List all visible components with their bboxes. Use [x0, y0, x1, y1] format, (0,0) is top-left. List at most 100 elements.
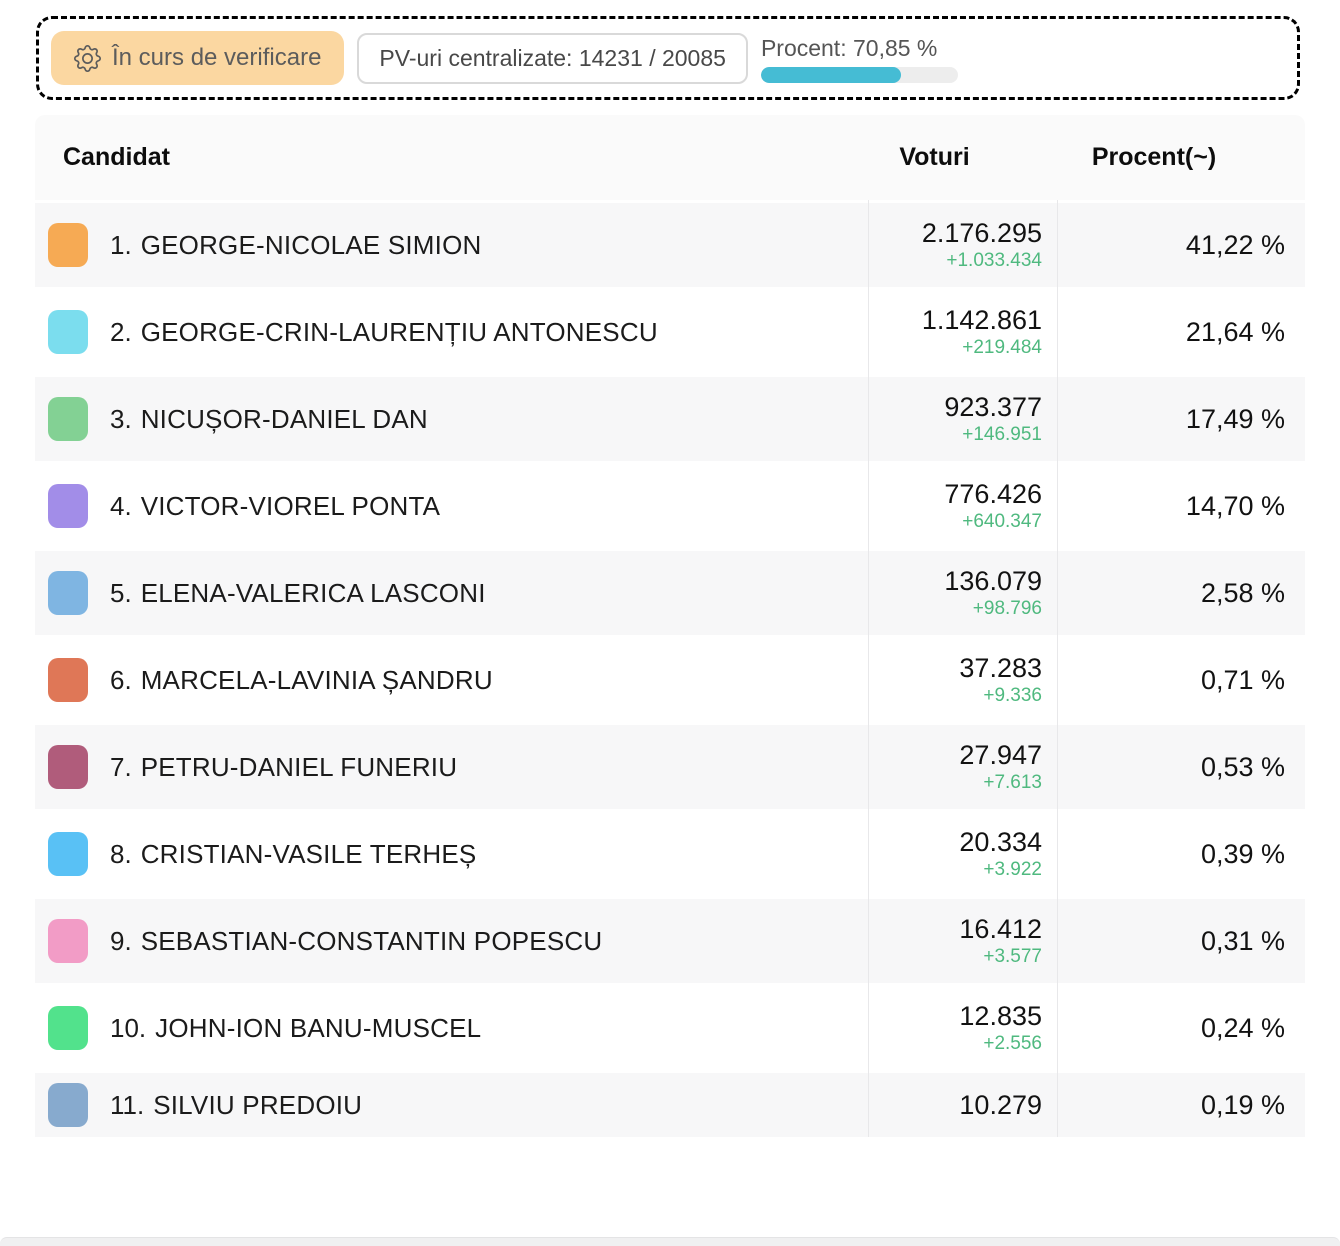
- candidate-name: MARCELA-LAVINIA ȘANDRU: [140, 664, 493, 695]
- votes-value: 27.947: [959, 740, 1042, 770]
- candidate-color-swatch: [48, 745, 88, 789]
- candidate-rank: 2.: [110, 316, 132, 347]
- candidate-rank: 11.: [110, 1089, 145, 1120]
- candidate-row: 7. PETRU-DANIEL FUNERIU 27.947 +7.613 0,…: [35, 722, 1305, 809]
- candidate-row: 6. MARCELA-LAVINIA ȘANDRU 37.283 +9.336 …: [35, 635, 1305, 722]
- candidate-rank: 7.: [110, 751, 132, 782]
- candidate-cell: 7. PETRU-DANIEL FUNERIU: [35, 745, 868, 789]
- votes-cell: 27.947 +7.613: [868, 740, 1057, 794]
- column-header-votes: Voturi: [899, 143, 970, 171]
- candidate-row: 11. SILVIU PREDOIU 10.279 0,19 %: [35, 1070, 1305, 1137]
- votes-value: 776.426: [944, 479, 1042, 509]
- votes-delta: +640.347: [962, 511, 1042, 532]
- votes-delta: +98.796: [972, 598, 1042, 619]
- candidate-cell: 9. SEBASTIAN-CONSTANTIN POPESCU: [35, 919, 868, 963]
- candidate-cell: 3. NICUȘOR-DANIEL DAN: [35, 397, 868, 441]
- candidate-name: JOHN-ION BANU-MUSCEL: [155, 1012, 482, 1043]
- candidate-rank: 6.: [110, 664, 132, 695]
- votes-value: 1.142.861: [921, 305, 1042, 335]
- candidate-rank: 1.: [110, 229, 132, 260]
- percent-value: 0,24 %: [1200, 1012, 1285, 1043]
- centralization-progress: Procent: 70,85 %: [760, 34, 958, 83]
- votes-delta: +3.577: [983, 946, 1042, 967]
- votes-cell: 10.279: [868, 1090, 1057, 1121]
- votes-cell: 923.377 +146.951: [868, 392, 1057, 446]
- percent-value: 0,31 %: [1200, 925, 1285, 956]
- votes-delta: +9.336: [983, 685, 1042, 706]
- candidate-name: GEORGE-NICOLAE SIMION: [140, 229, 482, 260]
- candidate-row: 3. NICUȘOR-DANIEL DAN 923.377 +146.951 1…: [35, 374, 1305, 461]
- candidate-cell: 11. SILVIU PREDOIU: [35, 1083, 868, 1127]
- candidate-rank: 8.: [110, 838, 132, 869]
- bottom-section-edge: [0, 1237, 1340, 1246]
- candidate-row: 5. ELENA-VALERICA LASCONI 136.079 +98.79…: [35, 548, 1305, 635]
- candidate-name: NICUȘOR-DANIEL DAN: [140, 403, 428, 434]
- votes-cell: 2.176.295 +1.033.434: [868, 218, 1057, 272]
- gear-icon: [74, 44, 101, 72]
- candidate-name: PETRU-DANIEL FUNERIU: [140, 751, 458, 782]
- candidate-color-swatch: [48, 832, 88, 876]
- percent-value: 0,19 %: [1200, 1089, 1285, 1120]
- candidate-color-swatch: [48, 484, 88, 528]
- candidate-cell: 6. MARCELA-LAVINIA ȘANDRU: [35, 658, 868, 702]
- candidate-row: 2. GEORGE-CRIN-LAURENȚIU ANTONESCU 1.142…: [35, 287, 1305, 374]
- candidate-color-swatch: [48, 397, 88, 441]
- candidate-color-swatch: [48, 658, 88, 702]
- verification-status-bar: În curs de verificare PV-uri centralizat…: [36, 16, 1300, 100]
- candidate-row: 10. JOHN-ION BANU-MUSCEL 12.835 +2.556 0…: [35, 983, 1305, 1070]
- results-table: Candidat Voturi Procent(~) 1. GEORGE-NIC…: [35, 115, 1305, 1137]
- votes-value: 37.283: [959, 653, 1042, 683]
- votes-delta: +146.951: [962, 424, 1042, 445]
- candidate-rank: 5.: [110, 577, 132, 608]
- candidate-color-swatch: [48, 310, 88, 354]
- candidate-cell: 5. ELENA-VALERICA LASCONI: [35, 571, 868, 615]
- percent-value: 0,53 %: [1200, 751, 1285, 782]
- candidate-name: ELENA-VALERICA LASCONI: [140, 577, 486, 608]
- votes-value: 20.334: [959, 827, 1042, 857]
- percent-value: 0,71 %: [1200, 664, 1285, 695]
- candidate-cell: 4. VICTOR-VIOREL PONTA: [35, 484, 868, 528]
- column-divider-percent: [1057, 200, 1058, 1137]
- verification-status-badge[interactable]: În curs de verificare: [51, 31, 345, 85]
- candidate-name: VICTOR-VIOREL PONTA: [140, 490, 441, 521]
- votes-value: 12.835: [959, 1001, 1042, 1031]
- progress-percent-label: Procent: 70,85 %: [760, 34, 938, 61]
- percent-value: 0,39 %: [1200, 838, 1285, 869]
- votes-cell: 37.283 +9.336: [868, 653, 1057, 707]
- votes-cell: 20.334 +3.922: [868, 827, 1057, 881]
- candidate-color-swatch: [48, 223, 88, 267]
- candidate-rank: 9.: [110, 925, 132, 956]
- pv-centralized-counter[interactable]: PV-uri centralizate: 14231 / 20085: [357, 32, 748, 84]
- pv-centralized-label: PV-uri centralizate: 14231 / 20085: [379, 44, 726, 71]
- table-body: 1. GEORGE-NICOLAE SIMION 2.176.295 +1.03…: [35, 200, 1305, 1137]
- percent-value: 21,64 %: [1185, 316, 1285, 347]
- progress-fill: [760, 66, 901, 83]
- votes-value: 2.176.295: [921, 218, 1042, 248]
- column-header-candidate: Candidat: [63, 143, 170, 171]
- candidate-color-swatch: [48, 919, 88, 963]
- candidate-rank: 3.: [110, 403, 132, 434]
- percent-value: 2,58 %: [1200, 577, 1285, 608]
- candidate-row: 9. SEBASTIAN-CONSTANTIN POPESCU 16.412 +…: [35, 896, 1305, 983]
- votes-cell: 136.079 +98.796: [868, 566, 1057, 620]
- votes-value: 923.377: [944, 392, 1042, 422]
- verification-status-label: În curs de verificare: [112, 44, 322, 71]
- candidate-cell: 1. GEORGE-NICOLAE SIMION: [35, 223, 868, 267]
- votes-cell: 12.835 +2.556: [868, 1001, 1057, 1055]
- votes-delta: +2.556: [983, 1033, 1042, 1054]
- votes-value: 10.279: [959, 1089, 1042, 1120]
- percent-value: 14,70 %: [1185, 490, 1285, 521]
- votes-cell: 1.142.861 +219.484: [868, 305, 1057, 359]
- candidate-name: CRISTIAN-VASILE TERHEȘ: [140, 838, 477, 869]
- candidate-row: 4. VICTOR-VIOREL PONTA 776.426 +640.347 …: [35, 461, 1305, 548]
- candidate-rank: 4.: [110, 490, 132, 521]
- candidate-color-swatch: [48, 571, 88, 615]
- candidate-row: 8. CRISTIAN-VASILE TERHEȘ 20.334 +3.922 …: [35, 809, 1305, 896]
- votes-value: 16.412: [959, 914, 1042, 944]
- column-divider-votes: [868, 200, 869, 1137]
- votes-delta: +7.613: [983, 772, 1042, 793]
- percent-value: 17,49 %: [1185, 403, 1285, 434]
- candidate-name: GEORGE-CRIN-LAURENȚIU ANTONESCU: [140, 316, 658, 347]
- candidate-row: 1. GEORGE-NICOLAE SIMION 2.176.295 +1.03…: [35, 200, 1305, 287]
- candidate-cell: 10. JOHN-ION BANU-MUSCEL: [35, 1006, 868, 1050]
